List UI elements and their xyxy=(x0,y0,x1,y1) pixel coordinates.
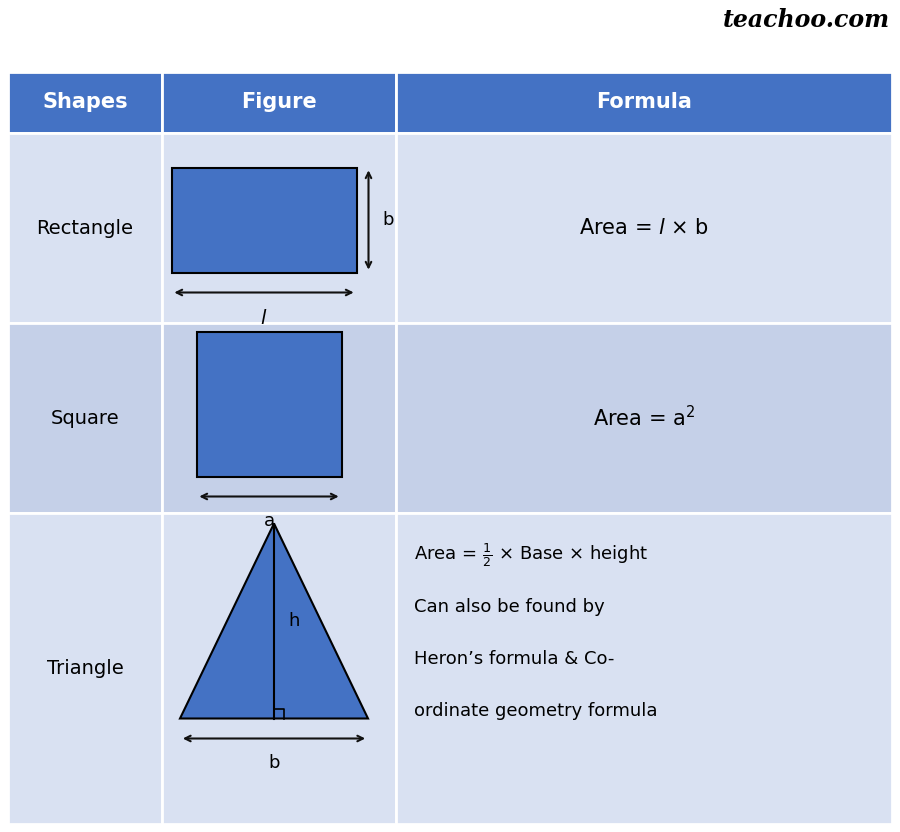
Text: Area = $\it{l}$ × b: Area = $\it{l}$ × b xyxy=(579,218,709,238)
Text: teachoo.com: teachoo.com xyxy=(723,8,890,32)
Polygon shape xyxy=(172,167,356,273)
Polygon shape xyxy=(396,133,892,323)
Text: ordinate geometry formula: ordinate geometry formula xyxy=(414,702,658,720)
Text: b: b xyxy=(268,755,280,772)
Polygon shape xyxy=(162,133,396,323)
Polygon shape xyxy=(8,72,162,133)
Polygon shape xyxy=(162,72,396,133)
Text: Square: Square xyxy=(50,409,120,428)
Text: Area = $\frac{1}{2}$ × Base × height: Area = $\frac{1}{2}$ × Base × height xyxy=(414,541,648,569)
Text: Can also be found by: Can also be found by xyxy=(414,598,605,616)
Polygon shape xyxy=(396,513,892,824)
Polygon shape xyxy=(162,513,396,824)
Polygon shape xyxy=(8,513,162,824)
Text: Formula: Formula xyxy=(596,92,692,112)
Text: Figure: Figure xyxy=(241,92,317,112)
Text: Heron’s formula & Co-: Heron’s formula & Co- xyxy=(414,650,615,668)
Polygon shape xyxy=(8,323,162,513)
Text: Area = a$^2$: Area = a$^2$ xyxy=(593,405,695,431)
Polygon shape xyxy=(8,133,162,323)
Text: a: a xyxy=(264,513,274,531)
Text: $\it{l}$: $\it{l}$ xyxy=(260,309,267,328)
Polygon shape xyxy=(162,323,396,513)
Text: Shapes: Shapes xyxy=(42,92,128,112)
Polygon shape xyxy=(396,323,892,513)
Text: b: b xyxy=(382,211,394,229)
Text: Triangle: Triangle xyxy=(47,659,123,678)
Polygon shape xyxy=(180,523,368,719)
Polygon shape xyxy=(396,72,892,133)
Text: Rectangle: Rectangle xyxy=(37,219,133,237)
Text: h: h xyxy=(288,612,300,630)
Polygon shape xyxy=(196,331,341,477)
